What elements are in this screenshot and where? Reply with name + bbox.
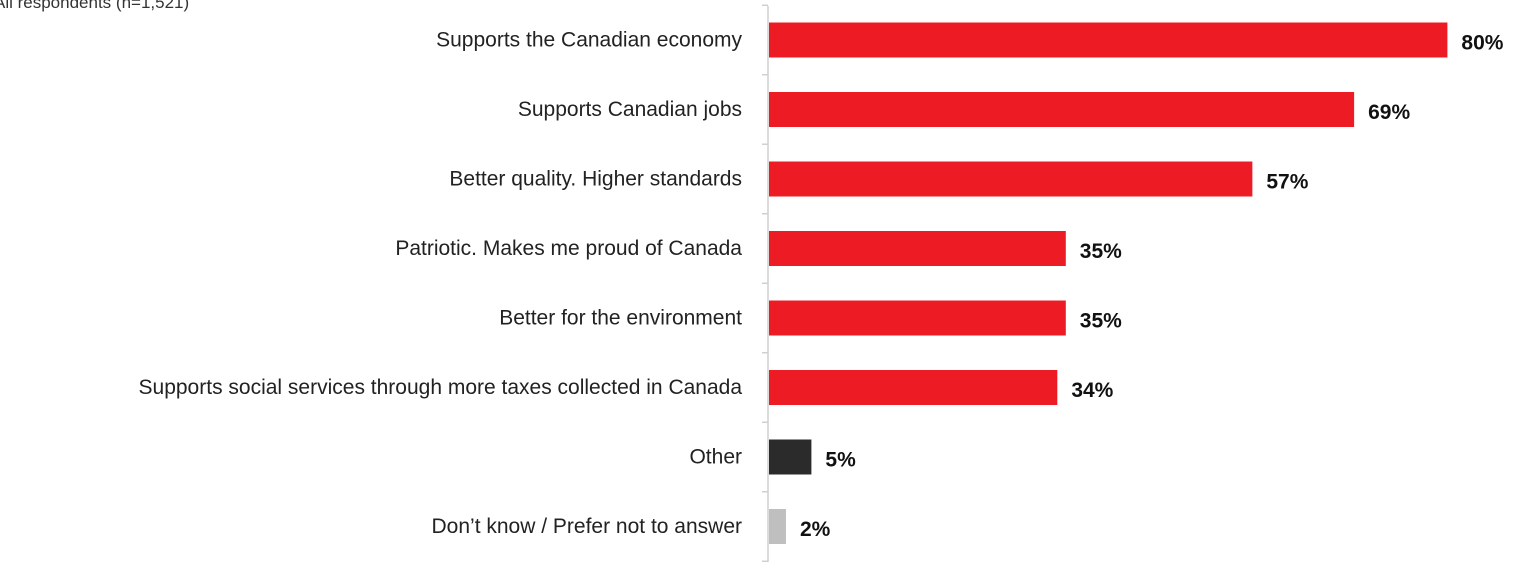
value-labels-group: 80% 69% 57% 35% 35% 34% 5% 2% [800,32,1504,542]
bar [769,22,1448,58]
chart-subtitle: All respondents (n=1,521) [0,0,190,12]
bar [769,161,1253,197]
data-label: 2% [800,518,831,541]
bar [769,370,1058,405]
category-label: Better quality. Higher standards [449,168,742,191]
category-label: Supports Canadian jobs [518,98,742,121]
bars-group [769,22,1448,544]
bar [769,439,812,475]
data-label: 35% [1080,310,1122,333]
data-label: 35% [1080,240,1122,263]
data-label: 57% [1266,171,1308,194]
data-label: 34% [1071,379,1113,402]
category-label: Don’t know / Prefer not to answer [432,515,742,538]
bar [769,92,1355,127]
category-label: Supports the Canadian economy [436,29,742,52]
category-label: Patriotic. Makes me proud of Canada [395,237,742,260]
data-label: 69% [1368,101,1410,124]
data-label: 80% [1461,32,1503,55]
axis-ticks [762,4,768,562]
data-label: 5% [825,449,856,472]
category-label: Better for the environment [499,307,742,330]
category-labels-group: Supports the Canadian economy Supports Ca… [139,29,743,539]
category-label: Supports social services through more ta… [139,376,743,399]
bar [769,300,1066,336]
bar [769,509,786,544]
bar [769,231,1066,266]
category-label: Other [689,446,742,469]
